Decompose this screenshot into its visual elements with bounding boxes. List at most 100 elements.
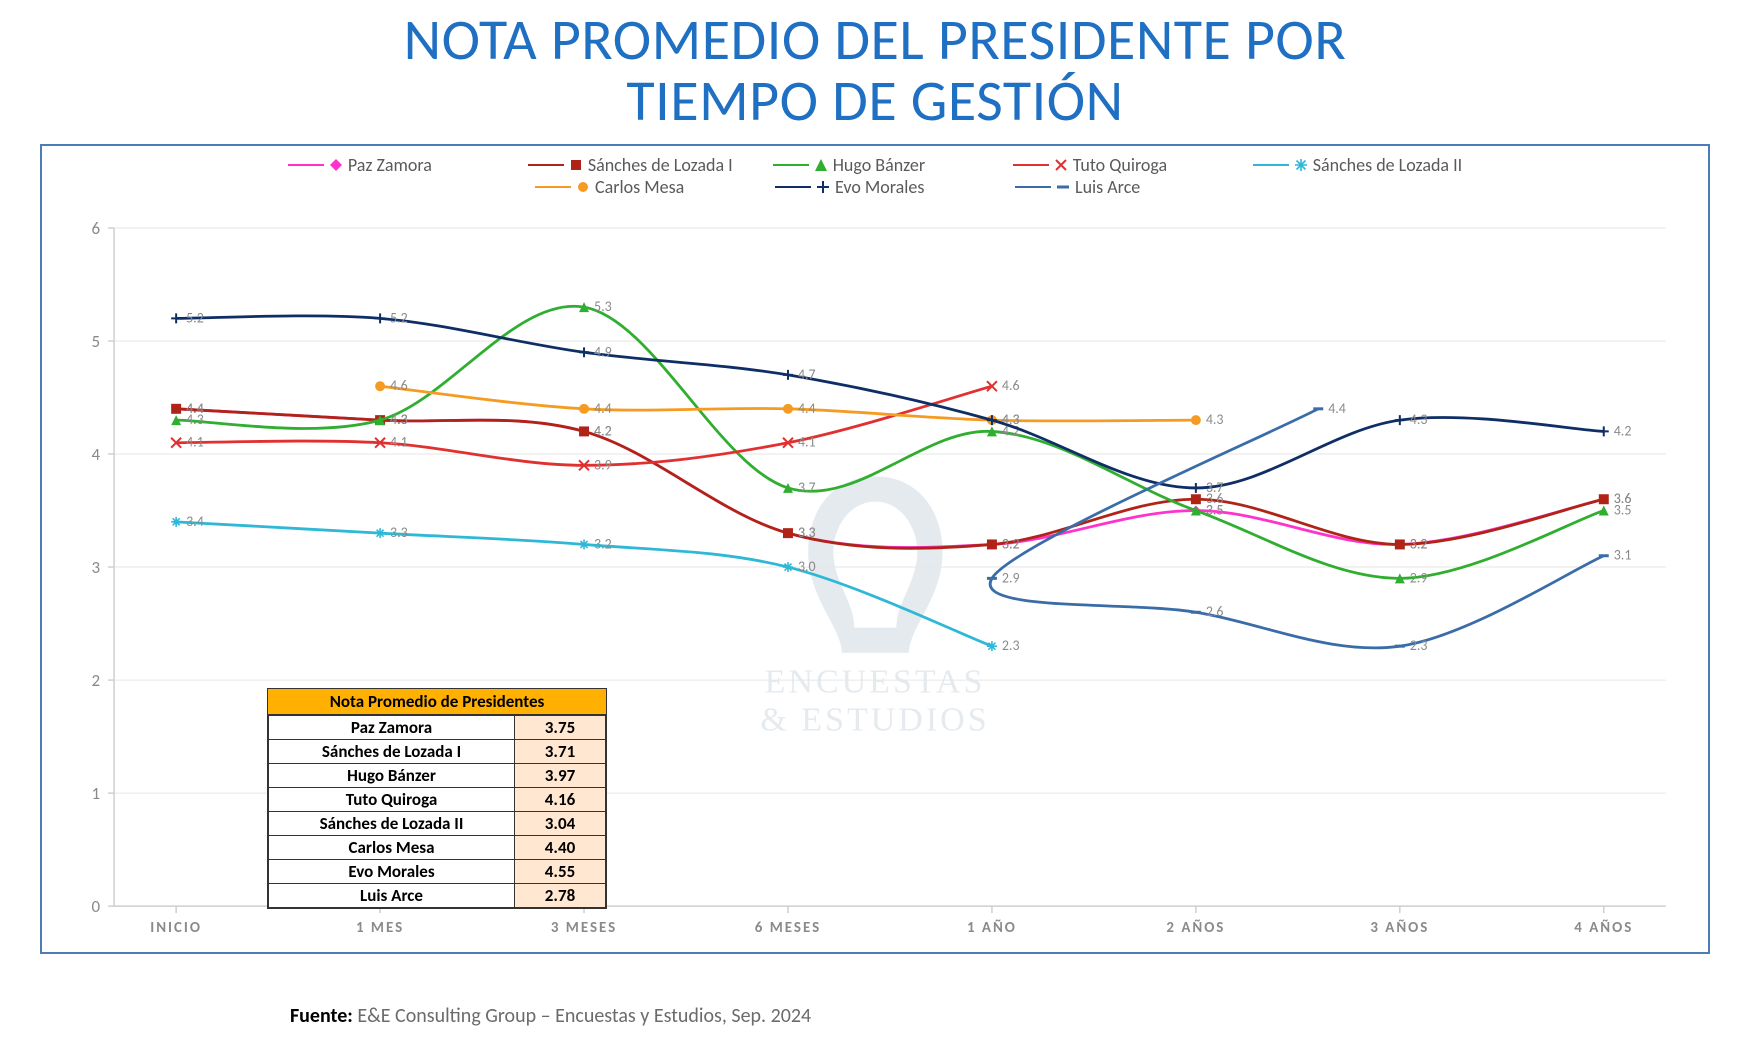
avg-name: Hugo Bánzer [269, 763, 515, 787]
averages-table-header: Nota Promedio de Presidentes [268, 689, 606, 715]
svg-text:3.1: 3.1 [1614, 547, 1632, 564]
legend-label: Sánches de Lozada I [588, 154, 733, 176]
svg-text:3.2: 3.2 [594, 535, 612, 552]
svg-text:1: 1 [92, 783, 101, 804]
legend-item: Sánches de Lozada II [1253, 154, 1462, 176]
legend-label: Luis Arce [1075, 176, 1140, 198]
svg-text:3.5: 3.5 [1614, 501, 1632, 518]
legend-label: Evo Morales [835, 176, 924, 198]
svg-text:2.3: 2.3 [1410, 637, 1428, 654]
source-label: Fuente: [290, 1004, 353, 1028]
svg-text:4.1: 4.1 [186, 433, 204, 450]
legend-label: Hugo Bánzer [833, 154, 925, 176]
svg-text:5.3: 5.3 [594, 298, 612, 315]
chart-container: Paz ZamoraSánches de Lozada IHugo Bánzer… [40, 144, 1710, 954]
avg-value: 3.04 [515, 811, 606, 835]
svg-text:2.3: 2.3 [1002, 637, 1020, 654]
svg-text:3.2: 3.2 [1002, 535, 1020, 552]
svg-text:1 AÑO: 1 AÑO [967, 919, 1017, 937]
svg-text:2: 2 [92, 670, 101, 691]
svg-text:4.4: 4.4 [798, 400, 816, 417]
svg-text:4.1: 4.1 [390, 433, 408, 450]
svg-text:3 MESES: 3 MESES [551, 919, 617, 937]
avg-value: 4.55 [515, 859, 606, 883]
svg-text:4.1: 4.1 [798, 433, 816, 450]
table-row: Evo Morales4.55 [269, 859, 606, 883]
svg-text:3.3: 3.3 [390, 524, 408, 541]
avg-value: 2.78 [515, 883, 606, 907]
legend-item: Hugo Bánzer [773, 154, 973, 176]
chart-title: NOTA PROMEDIO DEL PRESIDENTE POR TIEMPO … [40, 10, 1710, 132]
legend-item: Tuto Quiroga [1013, 154, 1213, 176]
avg-value: 3.97 [515, 763, 606, 787]
svg-text:4 AÑOS: 4 AÑOS [1574, 919, 1633, 937]
avg-value: 3.71 [515, 739, 606, 763]
avg-value: 3.75 [515, 715, 606, 739]
svg-text:5.2: 5.2 [390, 309, 408, 326]
legend-item: Evo Morales [775, 176, 975, 198]
avg-name: Sánches de Lozada II [269, 811, 515, 835]
svg-text:3.7: 3.7 [798, 479, 816, 496]
svg-text:3 AÑOS: 3 AÑOS [1370, 919, 1429, 937]
svg-text:3: 3 [92, 557, 101, 578]
svg-text:4.3: 4.3 [1410, 411, 1428, 428]
title-line-2: TIEMPO DE GESTIÓN [626, 65, 1123, 136]
table-row: Sánches de Lozada II3.04 [269, 811, 606, 835]
svg-text:4.3: 4.3 [1002, 411, 1020, 428]
svg-text:3.3: 3.3 [798, 524, 816, 541]
svg-text:4.3: 4.3 [390, 411, 408, 428]
avg-name: Paz Zamora [269, 715, 515, 739]
svg-text:3.5: 3.5 [1206, 501, 1224, 518]
svg-text:4.4: 4.4 [1328, 400, 1346, 417]
avg-name: Luis Arce [269, 883, 515, 907]
table-row: Paz Zamora3.75 [269, 715, 606, 739]
svg-text:4.7: 4.7 [798, 366, 816, 383]
averages-table: Nota Promedio de Presidentes Paz Zamora3… [267, 688, 607, 909]
svg-text:4.2: 4.2 [594, 422, 612, 439]
svg-text:2.9: 2.9 [1410, 569, 1428, 586]
svg-text:3.0: 3.0 [798, 558, 816, 575]
plot-area: ENCUESTAS & ESTUDIOS 0123456INICIO1 MES3… [42, 218, 1708, 952]
svg-text:6 MESES: 6 MESES [755, 919, 821, 937]
table-row: Luis Arce2.78 [269, 883, 606, 907]
svg-text:3.4: 3.4 [186, 513, 204, 530]
svg-text:4.2: 4.2 [1614, 422, 1632, 439]
legend-label: Sánches de Lozada II [1313, 154, 1462, 176]
legend-item: Paz Zamora [288, 154, 488, 176]
svg-text:2.9: 2.9 [1002, 569, 1020, 586]
legend-item: Luis Arce [1015, 176, 1215, 198]
svg-text:4.3: 4.3 [186, 411, 204, 428]
avg-name: Evo Morales [269, 859, 515, 883]
page-root: NOTA PROMEDIO DEL PRESIDENTE POR TIEMPO … [0, 0, 1750, 1050]
svg-text:0: 0 [92, 896, 101, 917]
table-row: Hugo Bánzer3.97 [269, 763, 606, 787]
svg-text:5: 5 [92, 331, 101, 352]
svg-text:3.7: 3.7 [1206, 479, 1224, 496]
avg-value: 4.16 [515, 787, 606, 811]
svg-text:1 MES: 1 MES [356, 919, 404, 937]
table-row: Sánches de Lozada I3.71 [269, 739, 606, 763]
svg-text:4.4: 4.4 [594, 400, 612, 417]
avg-name: Carlos Mesa [269, 835, 515, 859]
source-text: E&E Consulting Group – Encuestas y Estud… [353, 1004, 811, 1028]
legend-label: Carlos Mesa [595, 176, 684, 198]
svg-text:5.2: 5.2 [186, 309, 204, 326]
table-row: Tuto Quiroga4.16 [269, 787, 606, 811]
svg-text:INICIO: INICIO [150, 919, 202, 937]
svg-text:4.6: 4.6 [1002, 377, 1020, 394]
legend-item: Sánches de Lozada I [528, 154, 733, 176]
avg-name: Sánches de Lozada I [269, 739, 515, 763]
source-line: Fuente: E&E Consulting Group – Encuestas… [290, 1004, 811, 1028]
chart-legend: Paz Zamora Sánches de Lozada I Hugo Bánzer… [42, 146, 1708, 202]
avg-name: Tuto Quiroga [269, 787, 515, 811]
avg-value: 4.40 [515, 835, 606, 859]
svg-text:4: 4 [92, 444, 101, 465]
svg-text:6: 6 [92, 218, 101, 239]
legend-item: Carlos Mesa [535, 176, 735, 198]
svg-text:3.2: 3.2 [1410, 535, 1428, 552]
svg-text:4.3: 4.3 [1206, 411, 1224, 428]
svg-text:4.9: 4.9 [594, 343, 612, 360]
svg-text:4.6: 4.6 [390, 377, 408, 394]
svg-text:2.6: 2.6 [1206, 603, 1224, 620]
svg-text:3.9: 3.9 [594, 456, 612, 473]
